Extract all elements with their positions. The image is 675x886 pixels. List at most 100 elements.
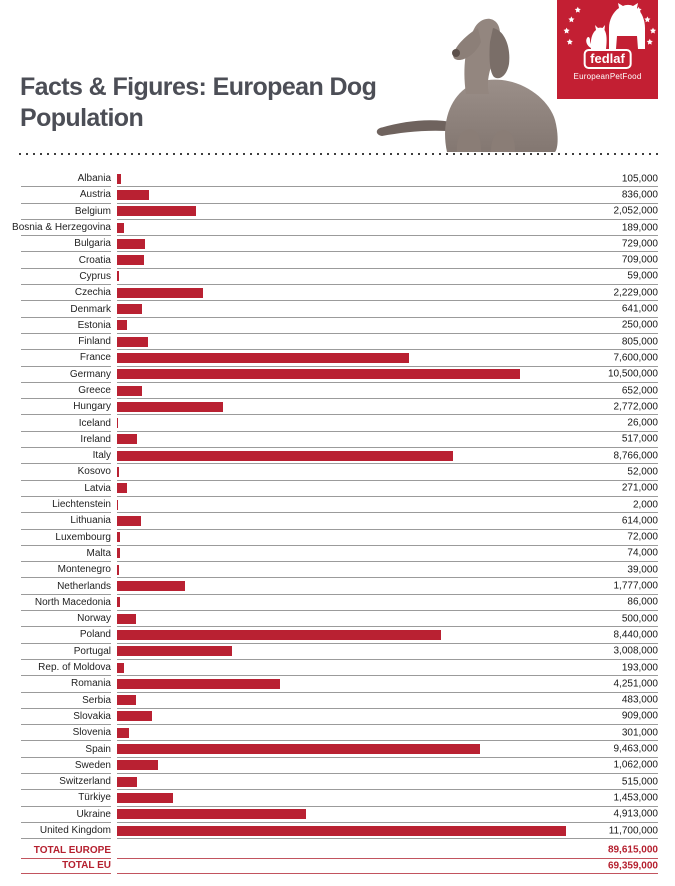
population-bar bbox=[117, 581, 186, 592]
chart-row: Croatia 709,000 bbox=[21, 252, 658, 269]
country-label: Czechia bbox=[21, 285, 111, 302]
population-bar bbox=[117, 466, 119, 477]
population-value: 641,000 bbox=[621, 303, 658, 315]
bar-area: 86,000 bbox=[117, 595, 658, 612]
population-bar bbox=[117, 189, 150, 200]
chart-row: Hungary 2,772,000 bbox=[21, 399, 658, 416]
chart-row: Spain 9,463,000 bbox=[21, 741, 659, 758]
bar-area: 59,000 bbox=[117, 269, 658, 286]
population-bar bbox=[117, 548, 120, 559]
bar-area: 8,440,000 bbox=[117, 627, 658, 644]
population-bar bbox=[117, 809, 306, 820]
population-value: 26,000 bbox=[627, 417, 658, 429]
population-bar bbox=[117, 711, 152, 722]
chart-row: Bulgaria 729,000 bbox=[21, 236, 658, 253]
population-value: 500,000 bbox=[621, 613, 658, 625]
bar-area: 805,000 bbox=[117, 334, 658, 351]
country-label: Italy bbox=[21, 448, 111, 465]
total-value-area: 69,359,000 bbox=[117, 859, 658, 874]
dog-muzzle bbox=[453, 28, 481, 61]
population-value: 729,000 bbox=[621, 238, 658, 250]
country-label: Portugal bbox=[21, 644, 111, 660]
bar-area: 709,000 bbox=[117, 252, 658, 269]
population-value: 709,000 bbox=[621, 254, 658, 266]
bar-area: 652,000 bbox=[117, 383, 658, 400]
chart-row: Luxembourg 72,000 bbox=[21, 530, 658, 546]
population-value: 517,000 bbox=[621, 433, 658, 445]
total-label: TOTAL EU bbox=[21, 859, 111, 874]
population-bar bbox=[117, 744, 481, 755]
country-label: Liechtenstein bbox=[21, 497, 111, 514]
chart-row: Czechia 2,229,000 bbox=[21, 285, 658, 302]
chart-row: Italy 8,766,000 bbox=[21, 448, 658, 465]
chart-row: Slovakia 909,000 bbox=[21, 709, 658, 726]
chart-row: Cyprus 59,000 bbox=[21, 269, 658, 286]
country-label: Croatia bbox=[21, 252, 111, 269]
country-label: Malta bbox=[21, 546, 111, 563]
chart-row: Bosnia & Herzegovina 189,000 bbox=[12, 220, 658, 237]
weimaraner-puppy-photo bbox=[376, 18, 558, 152]
population-bar bbox=[117, 255, 145, 266]
country-label: Luxembourg bbox=[21, 530, 111, 546]
population-bar bbox=[117, 287, 203, 298]
chart-row: Estonia 250,000 bbox=[21, 318, 658, 334]
chart-row: Denmark 641,000 bbox=[21, 301, 658, 318]
population-value: 652,000 bbox=[621, 385, 658, 396]
country-label: Spain bbox=[21, 741, 111, 758]
bar-area: 1,062,000 bbox=[117, 758, 658, 774]
population-bar bbox=[117, 727, 129, 738]
population-value: 9,463,000 bbox=[613, 743, 659, 755]
country-label: Finland bbox=[21, 334, 111, 351]
country-label: Austria bbox=[21, 187, 111, 204]
population-bar bbox=[117, 792, 173, 803]
population-bar bbox=[117, 597, 121, 608]
population-bar bbox=[117, 532, 120, 543]
chart-row: Iceland 26,000 bbox=[21, 415, 658, 432]
bar-area: 1,777,000 bbox=[117, 578, 658, 595]
chart-row: Romania 4,251,000 bbox=[21, 676, 658, 693]
country-label: Bosnia & Herzegovina bbox=[12, 220, 111, 237]
population-value: 2,000 bbox=[632, 499, 658, 511]
population-value: 193,000 bbox=[621, 662, 658, 674]
population-value: 52,000 bbox=[627, 466, 658, 478]
population-value: 3,008,000 bbox=[613, 645, 659, 657]
population-bar bbox=[117, 760, 158, 771]
chart-row: North Macedonia 86,000 bbox=[21, 595, 658, 612]
country-label: United Kingdom bbox=[21, 823, 111, 840]
country-label: Latvia bbox=[21, 481, 111, 497]
bar-area: 515,000 bbox=[117, 774, 658, 791]
population-value: 515,000 bbox=[621, 776, 658, 788]
bar-area: 641,000 bbox=[117, 301, 658, 318]
country-label: Slovakia bbox=[21, 709, 111, 726]
bar-area: 301,000 bbox=[117, 725, 658, 742]
bar-area: 4,913,000 bbox=[117, 807, 658, 823]
fedlaf-logo: fedlaf EuropeanPetFood bbox=[557, 0, 658, 99]
population-bar bbox=[117, 483, 128, 494]
chart-totals: TOTAL EUROPE 89,615,000 TOTAL EU 69,359,000 bbox=[21, 843, 658, 874]
bar-area: 483,000 bbox=[117, 693, 658, 709]
population-bar bbox=[117, 564, 119, 575]
population-bar bbox=[117, 499, 118, 510]
population-value: 614,000 bbox=[621, 515, 658, 527]
country-label: Estonia bbox=[21, 318, 111, 334]
population-bar bbox=[117, 629, 441, 640]
country-label: Montenegro bbox=[21, 562, 111, 579]
bar-area: 2,229,000 bbox=[117, 285, 658, 302]
bar-area: 250,000 bbox=[117, 318, 658, 334]
country-label: Norway bbox=[21, 611, 111, 628]
chart-row: Serbia 483,000 bbox=[21, 693, 658, 709]
population-value: 39,000 bbox=[627, 564, 658, 576]
country-label: Cyprus bbox=[21, 269, 111, 286]
country-label: Rep. of Moldova bbox=[21, 660, 111, 677]
population-bar bbox=[117, 515, 141, 526]
population-bar bbox=[117, 271, 120, 282]
bar-area: 7,600,000 bbox=[117, 350, 658, 367]
chart-row: Austria 836,000 bbox=[21, 187, 658, 204]
chart-row: Malta 74,000 bbox=[21, 546, 658, 563]
total-value: 69,359,000 bbox=[607, 860, 658, 872]
population-bar bbox=[117, 206, 196, 217]
country-label: Slovenia bbox=[21, 725, 111, 742]
bar-area: 11,700,000 bbox=[117, 823, 658, 840]
cat-silhouette-icon bbox=[586, 25, 607, 49]
population-bar bbox=[117, 401, 224, 412]
